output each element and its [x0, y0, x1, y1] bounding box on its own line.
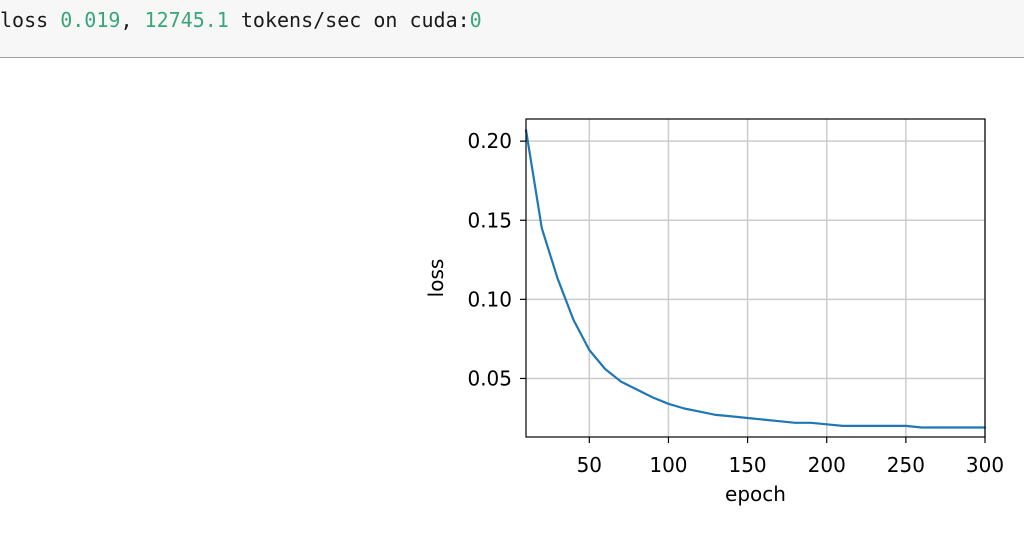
- separator: ,: [120, 8, 133, 32]
- tokens-label: tokens/sec on cuda:: [240, 8, 470, 32]
- y-tick-label: 0.05: [467, 366, 512, 390]
- device-index: 0: [469, 8, 482, 32]
- console-output: loss 0.019, 12745.1 tokens/sec on cuda:0: [0, 0, 1024, 58]
- y-tick-label: 0.10: [467, 287, 512, 311]
- x-tick-label: 150: [728, 453, 766, 477]
- series-layer: [524, 128, 987, 429]
- loss-series-line: [524, 128, 987, 429]
- y-tick-label: 0.20: [467, 129, 512, 153]
- x-tick-label: 100: [649, 453, 687, 477]
- loss-label: loss: [0, 8, 49, 32]
- training-status-text: loss 0.019, 12745.1 tokens/sec on cuda:0: [0, 6, 482, 34]
- grid: [526, 119, 986, 437]
- x-tick-label: 200: [808, 453, 846, 477]
- ticks: 50 100 150 200 250 300 0.05 0.10 0.15 0.20: [467, 129, 1004, 477]
- tokens-per-sec-value: 12745.1: [144, 8, 229, 32]
- x-tick-label: 300: [966, 453, 1004, 477]
- x-tick-label: 50: [577, 453, 602, 477]
- y-tick-label: 0.15: [467, 208, 512, 232]
- axes-frame: [525, 118, 986, 438]
- x-axis-label: epoch: [725, 482, 786, 506]
- y-axis-label: loss: [424, 259, 448, 298]
- loss-value: 0.019: [60, 8, 121, 32]
- x-tick-label: 250: [887, 453, 925, 477]
- chart-area: 50 100 150 200 250 300 0.05 0.10 0.15 0.20 epoch …: [0, 59, 1024, 530]
